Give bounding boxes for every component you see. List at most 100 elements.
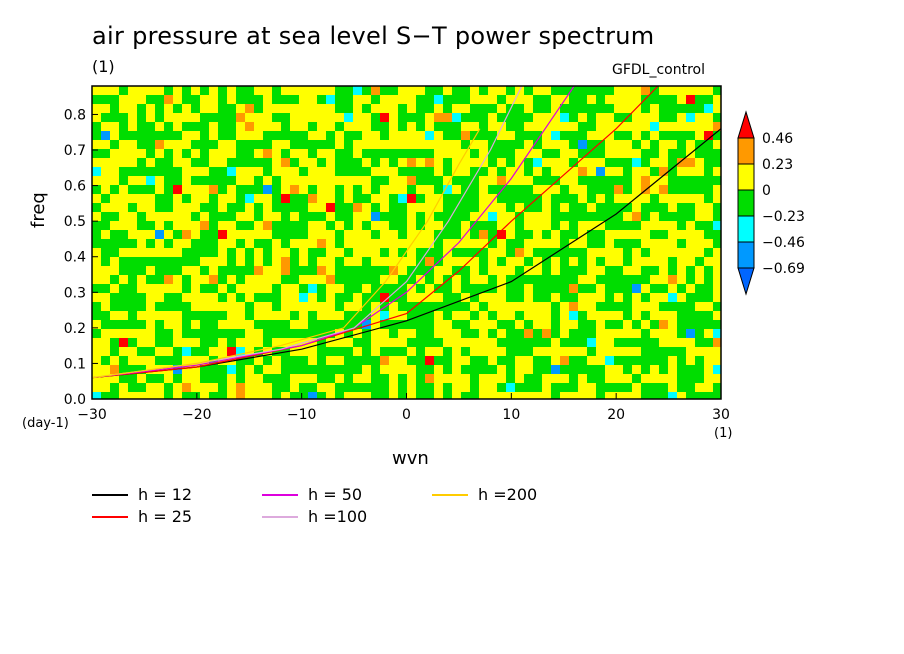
field-cell (587, 230, 597, 240)
field-cell (299, 86, 309, 96)
field-cell (686, 383, 696, 393)
field-cell (434, 104, 444, 114)
field-cell (299, 374, 309, 384)
field-cell (218, 158, 228, 168)
field-cell (245, 185, 255, 195)
field-cell (362, 293, 372, 303)
field-cell (236, 149, 246, 159)
field-cell (704, 122, 714, 132)
field-cell (371, 212, 381, 222)
field-cell (524, 392, 534, 399)
field-cell (236, 167, 246, 177)
field-cell (398, 185, 408, 195)
field-cell (344, 275, 354, 285)
field-cell (227, 122, 237, 132)
field-cell (272, 257, 282, 267)
field-cell (254, 176, 264, 186)
field-cell (398, 248, 408, 258)
field-cell (317, 392, 327, 399)
field-cell (146, 176, 156, 186)
field-cell (326, 149, 336, 159)
field-cell (470, 221, 480, 231)
field-cell (227, 203, 237, 213)
field-cell (317, 131, 327, 141)
field-cell (254, 140, 264, 150)
field-cell (263, 293, 273, 303)
field-cell (326, 374, 336, 384)
field-cell (497, 248, 507, 258)
field-cell (533, 86, 543, 96)
field-cell (92, 167, 102, 177)
field-cell (299, 95, 309, 105)
field-cell (371, 194, 381, 204)
field-cell (362, 329, 372, 339)
field-cell (461, 194, 471, 204)
field-cell (596, 149, 606, 159)
field-cell (335, 383, 345, 393)
field-cell (488, 302, 498, 312)
field-cell (362, 320, 372, 330)
field-cell (569, 149, 579, 159)
field-cell (92, 122, 102, 132)
field-cell (623, 185, 633, 195)
field-cell (524, 167, 534, 177)
field-cell (443, 320, 453, 330)
field-cell (263, 284, 273, 294)
field-cell (587, 203, 597, 213)
field-cell (713, 374, 721, 384)
field-cell (263, 167, 273, 177)
field-cell (461, 203, 471, 213)
field-cell (515, 167, 525, 177)
field-cell (128, 203, 138, 213)
field-cell (137, 365, 147, 375)
field-cell (497, 131, 507, 141)
field-cell (137, 329, 147, 339)
field-cell (614, 347, 624, 357)
field-cell (668, 302, 678, 312)
field-cell (326, 176, 336, 186)
field-cell (686, 347, 696, 357)
field-cell (308, 131, 318, 141)
field-cell (110, 113, 120, 123)
field-cell (686, 257, 696, 267)
field-cell (191, 203, 201, 213)
field-cell (272, 158, 282, 168)
field-cell (569, 203, 579, 213)
field-cell (407, 104, 417, 114)
field-cell (641, 149, 651, 159)
field-cell (389, 284, 399, 294)
field-cell (146, 302, 156, 312)
field-cell (560, 104, 570, 114)
field-cell (290, 275, 300, 285)
field-cell (623, 230, 633, 240)
field-cell (578, 329, 588, 339)
field-cell (182, 131, 192, 141)
field-cell (200, 248, 210, 258)
field-cell (659, 122, 669, 132)
field-cell (254, 275, 264, 285)
field-cell (524, 203, 534, 213)
field-cell (299, 329, 309, 339)
field-cell (614, 212, 624, 222)
field-cell (650, 275, 660, 285)
dispersion-curves (92, 86, 721, 379)
field-cell (686, 329, 696, 339)
field-cell (335, 356, 345, 366)
field-cell (695, 266, 705, 276)
field-cell (596, 266, 606, 276)
field-cell (92, 104, 102, 114)
field-cell (533, 320, 543, 330)
field-cell (200, 293, 210, 303)
field-cell (641, 338, 651, 348)
series-line (92, 128, 481, 379)
field-cell (488, 338, 498, 348)
field-cell (578, 320, 588, 330)
field-cell (605, 113, 615, 123)
field-cell (524, 248, 534, 258)
field-cell (587, 392, 597, 399)
field-cell (542, 194, 552, 204)
field-cell (272, 131, 282, 141)
field-cell (155, 230, 165, 240)
field-cell (551, 392, 561, 399)
field-cell (434, 185, 444, 195)
